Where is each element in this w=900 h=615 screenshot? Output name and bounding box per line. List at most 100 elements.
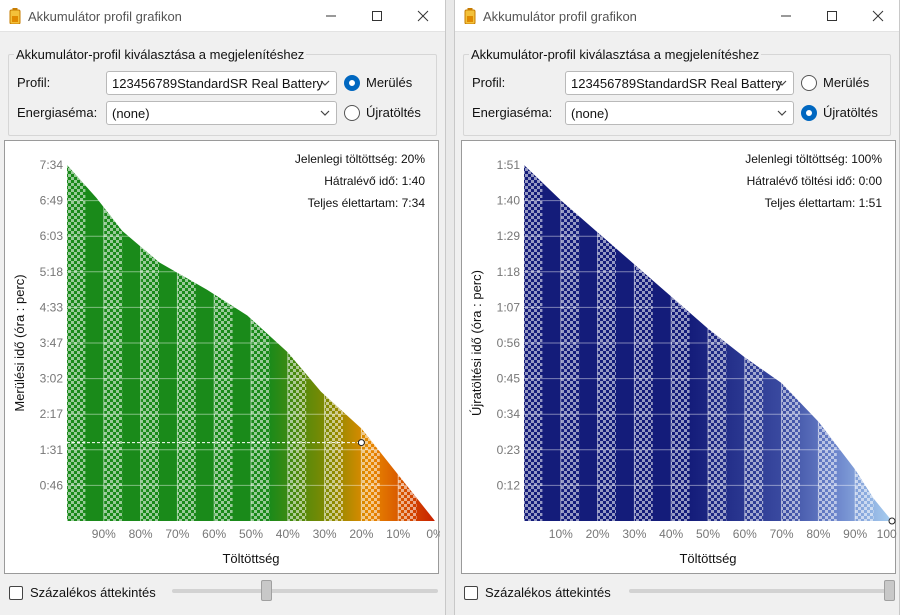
y-tick-label: 6:03 [40,229,64,243]
y-tick-label: 4:33 [40,300,64,314]
profile-combobox[interactable]: 123456789StandardSR Real Battery [565,71,794,95]
x-tick-label: 20% [349,527,373,541]
y-tick-label: 0:12 [497,478,521,492]
power-scheme-label: Energiaséma: [472,105,553,120]
x-tick-label: 90% [92,527,116,541]
battery-graph-window-discharge: Akkumulátor profil grafikon Akkumulátor-… [0,0,446,615]
current-charge-point [888,517,896,525]
close-button[interactable] [855,0,900,32]
title-bar: Akkumulátor profil grafikon [0,0,445,32]
info-text: Hátralévő idő: 1:40 [324,174,425,188]
x-tick-label: 70% [770,527,794,541]
info-text: Teljes élettartam: 7:34 [308,196,426,210]
chart-canvas: 0:46 1:31 2:17 3:02 3:47 4:33 5:18 6:03 6:49 7:34… [12,152,440,566]
x-tick-label: 70% [165,527,189,541]
power-scheme-combobox[interactable]: (none) [106,101,337,125]
x-tick-label: 90% [843,527,867,541]
title-bar: Akkumulátor profil grafikon [455,0,899,32]
percent-overview-checkbox[interactable] [464,586,478,600]
power-scheme-value: (none) [571,106,609,121]
maximize-icon [827,11,837,21]
y-tick-label: 1:29 [497,229,521,243]
battery-icon [9,8,21,24]
profile-value: 123456789StandardSR Real Battery [571,76,783,91]
chevron-down-icon [777,110,787,116]
close-button[interactable] [400,0,446,32]
x-tick-label: 20% [586,527,610,541]
minimize-icon [326,15,336,17]
window-title: Akkumulátor profil grafikon [28,9,182,24]
y-tick-label: 5:18 [40,265,64,279]
chart-canvas: 0:12 0:23 0:34 0:45 0:56 1:07 1:18 1:29 1:40 1:51… [469,152,897,566]
current-charge-point [357,439,365,447]
x-tick-label: 10% [549,527,573,541]
radio-charge-label: Újratöltés [366,105,421,120]
y-tick-label: 3:02 [40,372,64,386]
y-tick-label: 1:18 [497,265,521,279]
info-text: Hátralévő töltési idő: 0:00 [747,174,883,188]
chevron-down-icon [320,80,330,86]
profile-combobox[interactable]: 123456789StandardSR Real Battery [106,71,337,95]
info-text: Jelenlegi töltöttség: 100% [745,152,882,166]
maximize-icon [372,11,382,21]
y-tick-label: 3:47 [40,336,64,350]
x-tick-label: 100% [877,527,897,541]
y-tick-label: 6:49 [40,194,64,208]
y-tick-label: 0:56 [497,336,521,350]
power-scheme-label: Energiaséma: [17,105,98,120]
y-tick-label: 0:34 [497,407,521,421]
zoom-slider-track[interactable] [172,589,438,593]
maximize-button[interactable] [354,0,400,32]
profile-label: Profil: [472,75,506,90]
zoom-slider-thumb[interactable] [884,580,895,601]
y-tick-label: 1:31 [40,443,64,457]
info-text: Jelenlegi töltöttség: 20% [295,152,425,166]
percent-overview-checkbox[interactable] [9,586,23,600]
x-tick-label: 80% [129,527,153,541]
y-tick-label: 7:34 [40,158,64,172]
percent-overview-label: Százalékos áttekintés [485,585,611,600]
y-tick-label: 1:51 [497,158,521,172]
x-tick-label: 30% [622,527,646,541]
x-tick-label: 30% [313,527,337,541]
radio-charge[interactable] [344,105,360,121]
minimize-button[interactable] [763,0,809,32]
x-tick-label: 0% [426,527,440,541]
power-scheme-value: (none) [112,106,150,121]
x-tick-label: 80% [806,527,830,541]
window-title: Akkumulátor profil grafikon [483,9,637,24]
y-axis-label: Újratöltési idő (óra : perc) [469,270,484,416]
x-tick-label: 40% [659,527,683,541]
x-tick-label: 50% [239,527,263,541]
close-icon [417,10,429,22]
y-tick-label: 1:40 [497,194,521,208]
profile-label: Profil: [17,75,51,90]
y-tick-label: 0:23 [497,443,521,457]
close-icon [872,10,884,22]
info-text: Teljes élettartam: 1:51 [765,196,883,210]
x-tick-label: 40% [276,527,300,541]
y-tick-label: 2:17 [40,407,64,421]
minimize-icon [781,15,791,17]
x-tick-label: 60% [202,527,226,541]
power-scheme-combobox[interactable]: (none) [565,101,794,125]
zoom-slider-track[interactable] [629,589,895,593]
x-tick-label: 10% [386,527,410,541]
y-tick-label: 0:45 [497,372,521,386]
radio-discharge[interactable] [344,75,360,91]
radio-charge-label: Újratöltés [823,105,878,120]
y-axis-label: Merülési idő (óra : perc) [12,274,27,411]
groupbox-title: Akkumulátor-profil kiválasztása a megjel… [14,47,307,62]
radio-discharge-label: Merülés [823,75,870,90]
battery-chart: 0:46 1:31 2:17 3:02 3:47 4:33 5:18 6:03 6:49 7:34… [4,140,440,574]
minimize-button[interactable] [308,0,354,32]
radio-discharge[interactable] [801,75,817,91]
battery-chart: 0:12 0:23 0:34 0:45 0:56 1:07 1:18 1:29 1:40 1:51… [461,140,897,574]
x-tick-label: 50% [696,527,720,541]
radio-charge[interactable] [801,105,817,121]
maximize-button[interactable] [809,0,855,32]
zoom-slider-thumb[interactable] [261,580,273,601]
battery-graph-window-charge: Akkumulátor profil grafikon Akkumulátor-… [454,0,900,615]
radio-discharge-label: Merülés [366,75,413,90]
y-tick-label: 1:07 [497,300,521,314]
